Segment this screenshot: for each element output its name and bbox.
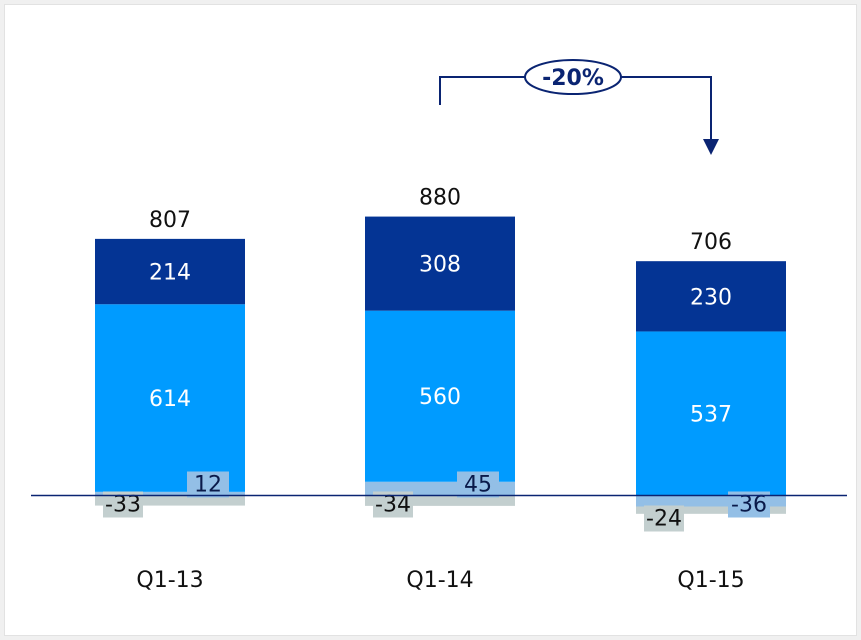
x-tick-label: Q1-13 [136, 568, 203, 593]
annotation-badge [524, 59, 622, 95]
x-tick-label: Q1-14 [406, 568, 473, 593]
badge-adjustment-label: 12 [194, 473, 222, 498]
badge-negative-bg [644, 505, 684, 532]
badge-negative-label: -24 [646, 507, 682, 532]
bar-segment-main [636, 331, 786, 496]
bar-segment-negative [365, 495, 515, 506]
bar-segment-main [365, 310, 515, 482]
badge-adjustment-label: 45 [464, 473, 492, 498]
bar-segment-adjustment [95, 491, 245, 496]
bar-segment-adjustment [636, 495, 786, 507]
bar-label-total: 880 [419, 186, 461, 211]
bar-label-total: 706 [690, 230, 732, 255]
bar-label-top: 214 [149, 261, 191, 286]
bar-group-q1-13: 614 214 807 -33 12 Q1-13 [95, 208, 245, 593]
stacked-bar-chart: 614 214 807 -33 12 Q1-13 560 308 880 -34 45 Q1-14 53… [31, 59, 847, 593]
bar-label-top: 308 [419, 253, 461, 278]
badge-adjustment-label: -36 [731, 493, 767, 518]
bar-segment-main [95, 304, 245, 492]
bar-segment-top [365, 216, 515, 311]
badge-adjustment-bg [187, 471, 229, 498]
badge-negative-label: -33 [105, 493, 141, 518]
bar-segment-negative [95, 495, 245, 506]
bar-group-q1-14: 560 308 880 -34 45 Q1-14 [365, 186, 515, 593]
bar-segment-negative-stacked [636, 506, 786, 514]
badge-negative-label: -34 [375, 493, 411, 518]
bar-label-total: 807 [149, 208, 191, 233]
annotation-arrowhead [703, 139, 719, 155]
bar-label-top: 230 [690, 285, 732, 310]
bar-segment-top [95, 238, 245, 305]
bar-label-main: 560 [419, 385, 461, 410]
annotation-label: -20% [542, 66, 604, 91]
bar-segment-top [636, 261, 786, 332]
chart-frame: 614 214 807 -33 12 Q1-13 560 308 880 -34 45 Q1-14 53… [4, 4, 857, 636]
bar-label-main: 537 [690, 402, 732, 427]
bar-label-main: 614 [149, 387, 191, 412]
badge-adjustment-bg [457, 471, 499, 498]
x-tick-label: Q1-15 [677, 568, 744, 593]
bar-group-q1-15: 537 230 706 -24 -36 Q1-15 [636, 230, 786, 593]
